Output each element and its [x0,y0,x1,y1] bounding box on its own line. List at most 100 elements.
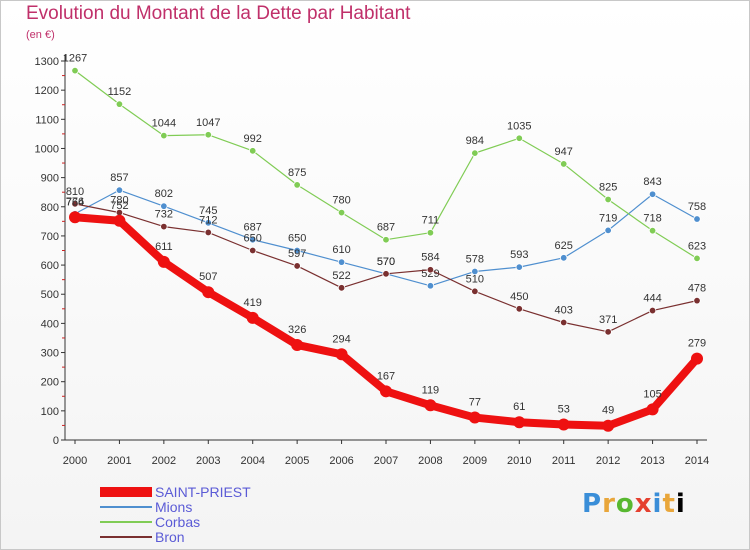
y-tick-label: 300 [41,348,59,360]
data-point [471,149,479,157]
data-point [115,100,124,108]
x-tick-label: 2006 [329,455,353,467]
x-tick-label: 2014 [685,455,709,467]
data-label: 49 [602,405,614,417]
legend-swatch-corbas [100,521,152,523]
data-point [648,306,657,315]
data-point [335,348,348,361]
x-tick-label: 2000 [63,455,87,467]
data-point [560,254,568,262]
data-label: 625 [555,240,573,252]
legend-label-bron: Bron [155,529,185,545]
data-label: 279 [688,338,706,350]
x-tick-label: 2013 [640,455,664,467]
data-point [337,208,346,217]
data-label: 1044 [152,118,176,130]
data-label: 712 [199,214,217,226]
x-tick-label: 2005 [285,455,309,467]
y-tick-label: 700 [41,231,59,243]
data-label: 780 [110,195,128,207]
data-point [691,352,703,365]
x-tick-label: 2009 [463,455,487,467]
data-point [382,236,390,244]
data-label: 780 [332,195,350,207]
data-label: 478 [688,283,706,295]
data-label: 403 [555,305,573,317]
data-point [160,202,168,210]
legend-swatch-saint-priest [100,487,152,497]
y-tick-label: 400 [41,318,59,330]
data-label: 105 [643,388,661,400]
data-label: 1035 [507,120,531,132]
data-label: 593 [510,249,528,261]
data-point [160,131,168,140]
data-point [293,181,301,189]
y-tick-label: 1100 [35,114,59,126]
y-tick-label: 0 [53,435,59,447]
data-label: 984 [466,135,484,147]
data-label: 857 [110,172,128,184]
x-tick-label: 2004 [240,455,264,467]
legend-swatch-mions [100,506,152,508]
data-point [69,211,81,224]
data-label: 570 [377,256,395,268]
data-point [604,195,612,204]
data-label: 61 [513,401,525,413]
data-label: 1152 [108,86,132,98]
data-point [249,236,257,244]
data-point [204,131,212,139]
data-point [515,263,523,271]
data-point [382,270,390,278]
y-tick-label: 800 [41,202,59,214]
y-tick-label: 1000 [35,143,59,155]
data-point [693,254,701,263]
legend-label-saint-priest: SAINT-PRIEST [155,484,251,500]
proxiti-logo: Proxiti [582,489,686,519]
data-label: 584 [421,252,439,264]
data-point [246,311,259,324]
data-label: 718 [643,213,661,225]
data-label: 419 [244,297,262,309]
data-label: 843 [643,176,661,188]
data-label: 1267 [63,53,87,65]
legend-swatch-bron [100,536,152,538]
data-point [471,267,479,276]
data-point [604,226,612,235]
data-label: 992 [244,133,262,145]
data-point [202,286,215,299]
data-point [113,214,126,227]
y-tick-label: 600 [41,260,59,272]
unit-label: (en €) [26,29,55,41]
y-tick-label: 100 [41,406,59,418]
data-label: 510 [466,273,484,285]
data-point [426,282,435,290]
data-label: 77 [469,397,481,409]
data-point [249,246,257,255]
data-label: 450 [510,291,528,303]
data-label: 444 [643,293,661,305]
y-tick-label: 1200 [35,85,59,97]
data-label: 875 [288,167,306,179]
data-point [291,338,304,351]
data-label: 810 [66,186,84,198]
data-label: 610 [332,244,350,256]
data-point [424,399,437,412]
data-point [157,255,170,268]
data-label: 650 [244,233,262,245]
x-tick-label: 2011 [552,455,576,467]
y-tick-label: 900 [41,173,59,185]
data-point [293,246,301,255]
data-point [426,266,435,274]
data-point [71,200,79,208]
y-tick-label: 200 [41,377,59,389]
data-label: 119 [422,384,440,396]
data-point [71,66,79,75]
legend-label-mions: Mions [155,499,193,515]
data-point [604,328,612,336]
data-label: 687 [377,222,395,234]
data-label: 294 [332,333,350,345]
data-point [557,418,570,431]
data-point [293,262,301,270]
